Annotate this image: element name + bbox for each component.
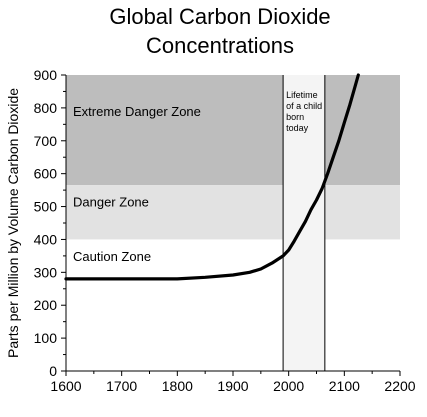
x-tick-label-1700: 1700 bbox=[106, 378, 137, 394]
caution-zone-band bbox=[66, 239, 400, 371]
x-tick-label-1900: 1900 bbox=[217, 378, 248, 394]
danger-zone-label: Danger Zone bbox=[73, 195, 149, 210]
y-axis-label: Parts per Million by Volume Carbon Dioxi… bbox=[5, 88, 21, 358]
y-tick-label-400: 400 bbox=[34, 231, 58, 247]
x-tick-label-1600: 1600 bbox=[50, 378, 81, 394]
x-tick-label-2100: 2100 bbox=[329, 378, 360, 394]
child-lifetime-note-line-2: of a child bbox=[286, 101, 322, 111]
y-tick-label-800: 800 bbox=[34, 100, 58, 116]
child-lifetime-note-line-4: today bbox=[286, 123, 309, 133]
y-tick-label-200: 200 bbox=[34, 297, 58, 313]
zones: Extreme Danger Zone Danger Zone Caution Zo… bbox=[66, 75, 400, 371]
y-tick-label-0: 0 bbox=[49, 363, 57, 379]
x-tick-label-2200: 2200 bbox=[384, 378, 415, 394]
chart-title: Global Carbon Dioxide Concentrations bbox=[109, 4, 330, 58]
co2-concentration-line bbox=[64, 73, 360, 281]
y-axis: 0 100 200 300 400 500 600 700 800 900 bbox=[34, 67, 66, 379]
x-tick-label-1800: 1800 bbox=[162, 378, 193, 394]
x-axis: 1600 1700 1800 1900 2000 2100 2200 bbox=[50, 371, 416, 394]
title-line-2: Concentrations bbox=[146, 33, 294, 58]
extreme-danger-zone-label: Extreme Danger Zone bbox=[73, 104, 201, 119]
y-tick-label-900: 900 bbox=[34, 67, 58, 83]
title-line-1: Global Carbon Dioxide bbox=[109, 4, 330, 29]
y-tick-label-600: 600 bbox=[34, 166, 58, 182]
y-tick-label-500: 500 bbox=[34, 199, 58, 215]
caution-zone-label: Caution Zone bbox=[73, 249, 151, 264]
child-lifetime-note-line-3: born bbox=[286, 112, 304, 122]
y-tick-label-100: 100 bbox=[34, 330, 58, 346]
series bbox=[64, 73, 360, 281]
y-tick-label-300: 300 bbox=[34, 264, 58, 280]
extreme-danger-zone-band bbox=[66, 75, 400, 186]
x-tick-label-2000: 2000 bbox=[273, 378, 304, 394]
y-tick-label-700: 700 bbox=[34, 133, 58, 149]
danger-zone-band bbox=[66, 185, 400, 240]
child-lifetime-note-line-1: Lifetime bbox=[286, 90, 318, 100]
